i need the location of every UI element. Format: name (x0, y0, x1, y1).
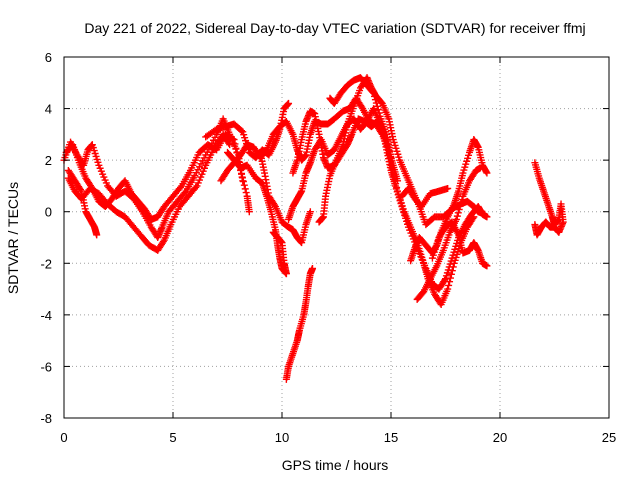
data-point (238, 127, 246, 135)
y-tick-label: 4 (45, 102, 52, 117)
data-point (77, 186, 85, 194)
x-tick-label: 0 (60, 430, 67, 445)
data-point (238, 170, 246, 178)
data-point (469, 214, 477, 222)
data-point (176, 183, 184, 191)
data-point (226, 141, 234, 149)
y-tick-label: 2 (45, 153, 52, 168)
x-tick-label: 5 (169, 430, 176, 445)
series-arc-14 (282, 264, 317, 383)
x-tick-label: 25 (602, 430, 616, 445)
data-point (446, 278, 454, 286)
data-point (238, 174, 246, 182)
data-point (444, 285, 452, 293)
data-point (192, 183, 200, 191)
data-point (373, 102, 381, 110)
data-point (241, 185, 249, 193)
series-arc-16 (326, 74, 395, 162)
data-point (159, 238, 167, 246)
data-point (453, 212, 461, 220)
x-tick-label: 20 (493, 430, 507, 445)
data-point (371, 96, 379, 104)
data-point (483, 169, 491, 177)
data-point (483, 262, 491, 270)
data-point (229, 135, 237, 143)
data-point (372, 99, 380, 107)
series-arc-13 (256, 148, 314, 247)
data-point (271, 201, 279, 209)
data-point (392, 180, 400, 188)
data-point (531, 221, 539, 229)
y-tick-label: -4 (40, 308, 52, 323)
data-point (239, 178, 247, 186)
data-point (455, 206, 463, 214)
x-axis-label: GPS time / hours (282, 457, 389, 473)
axis-ticks (63, 56, 610, 419)
data-point (282, 270, 290, 278)
series-arc-17 (413, 164, 484, 303)
y-tick-label: -6 (40, 359, 52, 374)
data-point (454, 209, 462, 217)
data-point (458, 196, 466, 204)
y-tick-label: 6 (45, 50, 52, 65)
series-arc-2 (62, 130, 253, 223)
y-tick-label: -8 (40, 411, 52, 426)
data-markers (60, 74, 567, 383)
data-point (93, 231, 101, 239)
data-point (387, 161, 395, 169)
data-point (225, 139, 233, 147)
tick-labels: 0 5 10 15 20 25 -8 -6 -4 -2 0 2 4 6 (40, 50, 616, 445)
data-point (369, 88, 377, 96)
y-axis-label: SDTVAR / TECUs (5, 182, 21, 294)
data-point (285, 99, 293, 107)
data-point (457, 199, 465, 207)
data-point (374, 106, 382, 114)
data-point (231, 140, 239, 148)
data-point (181, 189, 189, 197)
x-tick-label: 10 (275, 430, 289, 445)
data-point (245, 208, 253, 216)
data-point (391, 176, 399, 184)
data-point (388, 165, 396, 173)
data-point (448, 267, 456, 275)
data-point (370, 89, 378, 97)
data-point (481, 210, 489, 218)
chart-title: Day 221 of 2022, Sidereal Day-to-day VTE… (84, 20, 585, 36)
data-point (389, 169, 397, 177)
data-point (447, 270, 455, 278)
data-point (445, 281, 453, 289)
data-point (441, 276, 449, 284)
series-arc-4 (64, 130, 234, 254)
data-point (449, 263, 457, 271)
data-point (230, 136, 238, 144)
series-arc-18 (398, 185, 452, 211)
data-point (309, 264, 317, 272)
x-tick-label: 15 (384, 430, 398, 445)
data-point (476, 164, 484, 172)
data-point (390, 172, 398, 180)
data-point (444, 185, 452, 193)
plot-frame (63, 56, 610, 419)
data-point (456, 202, 464, 210)
series-arc-19 (531, 159, 567, 239)
y-tick-label: 0 (45, 205, 52, 220)
y-tick-label: -2 (40, 256, 52, 271)
data-point (446, 274, 454, 282)
data-point (470, 213, 478, 221)
data-point (375, 109, 383, 117)
data-point (393, 183, 401, 191)
data-point (387, 154, 395, 162)
data-point (306, 208, 314, 216)
data-point (232, 144, 240, 152)
data-point (242, 189, 250, 197)
series-arc-15 (269, 228, 290, 278)
data-point (240, 181, 248, 189)
data-point (452, 215, 460, 223)
data-point (370, 92, 378, 100)
